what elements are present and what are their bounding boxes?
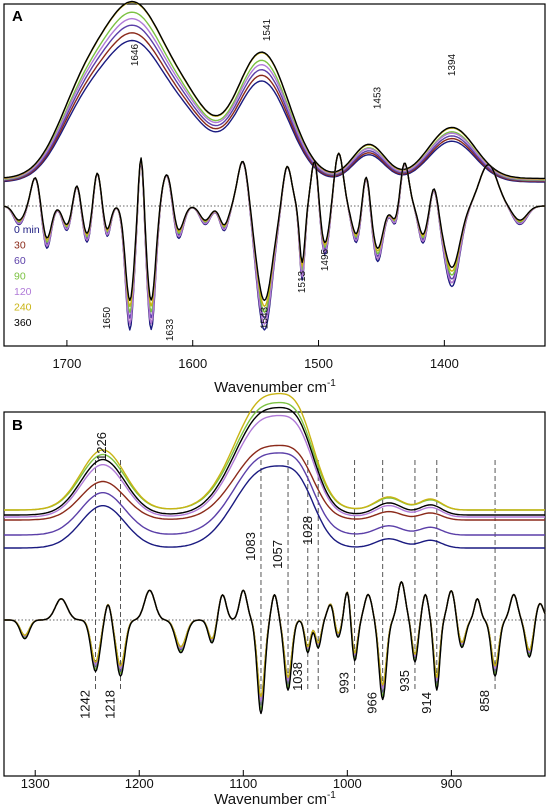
panel-b-tick-label-1100: 1100 <box>229 776 257 791</box>
panel-b-peak-label-1226: 1226 <box>94 432 109 461</box>
legend-item-0: 0 min <box>14 224 40 236</box>
panel-a-absorbance-line-4 <box>3 17 545 181</box>
panel-a-tick-label-1400: 1400 <box>430 356 459 371</box>
panel-b-absorbance-line-6 <box>4 406 545 516</box>
panel-a-peak-label-1513: 1513 <box>297 270 308 293</box>
legend-item-5: 240 <box>14 302 32 314</box>
legend-item-4: 120 <box>14 286 32 298</box>
panel-b-letter: B <box>12 417 23 434</box>
panel-a-tick-label-1700: 1700 <box>52 356 81 371</box>
panel-a-peak-label-1541: 1541 <box>262 18 273 41</box>
panel-b-second-derivative-line-5 <box>4 581 546 698</box>
panel-a-second-derivative-line-0 <box>3 152 546 331</box>
panel-a-second-derivative-line-6 <box>3 152 546 302</box>
panel-a-absorbance-line-6 <box>3 0 545 180</box>
legend-item-2: 60 <box>14 255 26 267</box>
panel-a-peak-label-1543: 1543 <box>259 306 270 329</box>
panel-a-peak-label-1394: 1394 <box>447 53 458 76</box>
panel-b-peak-label-914: 914 <box>419 692 434 714</box>
panel-b-peak-label-935: 935 <box>397 670 412 692</box>
panel-a-absorbance-line-3 <box>3 11 545 181</box>
panel-a-plot: 0 min 30 60 90 120 240 360 1646 1541 1453 1394 1650… <box>3 0 546 371</box>
panel-b-peak-label-966: 966 <box>365 692 380 714</box>
panel-b-tick-label-900: 900 <box>441 776 463 791</box>
panel-b-frame <box>3 411 546 777</box>
panel-a-peak-label-1650: 1650 <box>102 306 113 329</box>
panel-b-peak-label-858: 858 <box>477 690 492 712</box>
panel-a-letter: A <box>12 8 23 25</box>
panel-b-peak-label-1242: 1242 <box>78 690 93 719</box>
panel-b-peak-label-1028: 1028 <box>300 516 315 545</box>
panel-b-second-derivative-line-6 <box>4 581 546 715</box>
panel-a-peak-label-1453: 1453 <box>373 86 384 109</box>
panel-b-tick-label-1300: 1300 <box>21 776 50 791</box>
panel-b-plot: 1226 1083 1057 1028 1242 1218 1038 993 966 935 914… <box>4 392 546 791</box>
legend-item-6: 360 <box>14 317 32 329</box>
panel-a-absorbance-line-1 <box>3 32 545 183</box>
panel-b-absorbance-line-3 <box>4 401 545 511</box>
panel-b-tick-label-1200: 1200 <box>125 776 154 791</box>
panel-a-frame <box>3 3 546 347</box>
panel-b-peak-label-1083: 1083 <box>243 532 258 561</box>
panel-a-x-axis-title: Wavenumber cm-1 <box>214 378 336 396</box>
panel-b-absorbance-line-4 <box>4 414 545 518</box>
panel-b-peak-label-1057: 1057 <box>270 540 285 569</box>
panel-b-peak-label-1038: 1038 <box>290 662 305 691</box>
panel-b-absorbance-line-5 <box>4 392 545 511</box>
panel-b-x-axis-title: Wavenumber cm-1 <box>214 790 336 808</box>
panel-b-tick-label-1000: 1000 <box>333 776 362 791</box>
panel-a-second-derivative-line-4 <box>3 152 546 325</box>
legend-item-3: 90 <box>14 271 26 283</box>
panel-a-peak-label-1633: 1633 <box>165 318 176 341</box>
panel-b-peak-label-1218: 1218 <box>103 690 118 719</box>
panel-a-peak-label-1495: 1495 <box>320 248 331 271</box>
panel-a-peak-label-1646: 1646 <box>130 43 141 66</box>
panel-b-peak-label-993: 993 <box>337 672 352 694</box>
legend-item-1: 30 <box>14 240 26 252</box>
panel-a-tick-label-1500: 1500 <box>304 356 333 371</box>
panel-a-tick-label-1600: 1600 <box>178 356 207 371</box>
panel-b-absorbance-line-2 <box>4 452 545 536</box>
panel-a-absorbance-line-2 <box>3 24 545 182</box>
panel-b-absorbance-line-1 <box>4 444 545 521</box>
panel-a-absorbance-line-0 <box>3 39 545 183</box>
panel-b-absorbance-line-0 <box>4 465 545 549</box>
